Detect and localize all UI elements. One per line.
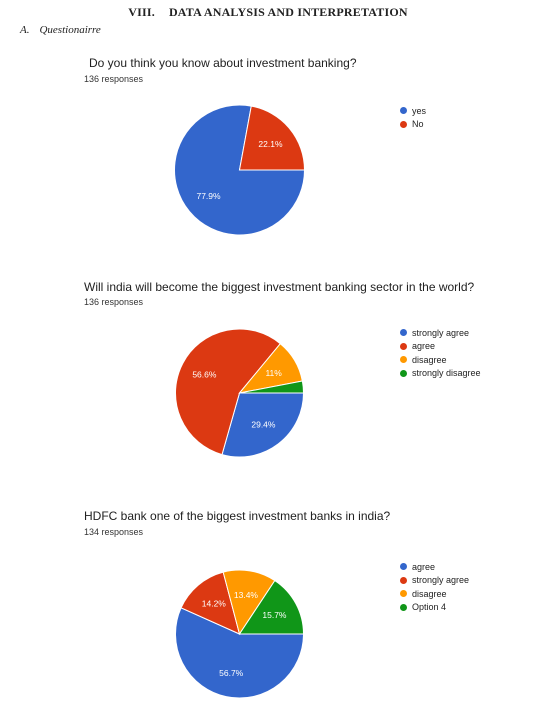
subsection-letter: A. bbox=[20, 24, 30, 36]
pie-data-label: 13.4% bbox=[234, 590, 259, 600]
legend-item: Option 4 bbox=[400, 601, 469, 615]
pie-data-label: 56.7% bbox=[219, 668, 244, 678]
pie-slice-agree bbox=[175, 328, 281, 456]
pie-data-label: 56.6% bbox=[192, 370, 217, 380]
legend-swatch bbox=[400, 603, 407, 611]
legend-label: strongly agree bbox=[412, 575, 470, 586]
legend-swatch bbox=[400, 356, 407, 364]
pie-slice-yes bbox=[174, 104, 306, 236]
legend-item: agree bbox=[400, 340, 481, 354]
section-heading: VIII. DATA ANALYSIS AND INTERPRETATION bbox=[0, 5, 536, 20]
legend-swatch bbox=[400, 342, 407, 350]
pie-data-label: 77.9% bbox=[196, 191, 221, 201]
section-title: DATA ANALYSIS AND INTERPRETATION bbox=[168, 5, 408, 19]
pie-data-label: 29.4% bbox=[251, 420, 276, 430]
pie-data-label: 11% bbox=[265, 368, 282, 378]
subsection-heading: A. Questionairre bbox=[20, 24, 101, 36]
pie-slice-strongly-agree bbox=[221, 392, 305, 458]
pie-slice-disagree bbox=[222, 569, 276, 636]
section-number: VIII. bbox=[128, 5, 155, 19]
chart-response-count: 136 responses bbox=[84, 297, 144, 307]
pie-slice-no bbox=[238, 105, 306, 171]
pie-data-label: 15.7% bbox=[262, 610, 287, 620]
legend-label: strongly agree bbox=[412, 327, 470, 338]
legend-label: disagree bbox=[412, 354, 447, 365]
pie-slice-strongly-agree bbox=[180, 571, 241, 635]
legend-label: strongly disagree bbox=[412, 368, 481, 379]
pie-slice-option-4 bbox=[238, 579, 305, 635]
legend-label: Option 4 bbox=[412, 602, 447, 613]
legend-label: disagree bbox=[412, 588, 447, 599]
legend-swatch bbox=[400, 107, 407, 115]
legend-swatch bbox=[400, 563, 407, 571]
pie-data-label: 22.1% bbox=[258, 139, 283, 149]
legend-item: strongly agree bbox=[400, 574, 469, 588]
legend-label: agree bbox=[412, 341, 436, 352]
pie-slice-strongly-disagree bbox=[239, 380, 305, 394]
pie-data-label: 14.2% bbox=[202, 599, 227, 609]
legend-swatch bbox=[400, 120, 407, 128]
chart-title: Do you think you know about investment b… bbox=[89, 56, 357, 70]
legend-label: yes bbox=[412, 105, 427, 116]
legend-item: agree bbox=[400, 560, 469, 574]
legend-label: agree bbox=[412, 561, 436, 572]
chart-title: Will india will become the biggest inves… bbox=[84, 280, 475, 294]
legend-item: strongly agree bbox=[400, 326, 481, 340]
legend-item: yes bbox=[400, 104, 426, 118]
chart-response-count: 134 responses bbox=[84, 527, 144, 537]
legend-item: strongly disagree bbox=[400, 367, 481, 381]
legend-item: disagree bbox=[400, 587, 469, 601]
chart-legend: agree strongly agree disagree Option 4 bbox=[400, 560, 469, 614]
pie-slice-agree bbox=[175, 607, 305, 699]
legend-swatch bbox=[400, 576, 407, 584]
chart-legend: yes No bbox=[400, 104, 426, 131]
chart-title: HDFC bank one of the biggest investment … bbox=[84, 509, 391, 523]
legend-item: disagree bbox=[400, 353, 481, 367]
legend-swatch bbox=[400, 369, 407, 377]
legend-item: No bbox=[400, 118, 426, 132]
chart-response-count: 136 responses bbox=[84, 74, 144, 84]
legend-label: No bbox=[412, 119, 424, 130]
legend-swatch bbox=[400, 329, 407, 337]
subsection-title: Questionairre bbox=[39, 24, 101, 36]
chart-legend: strongly agree agree disagree strongly disa… bbox=[400, 326, 481, 380]
legend-swatch bbox=[400, 590, 407, 598]
